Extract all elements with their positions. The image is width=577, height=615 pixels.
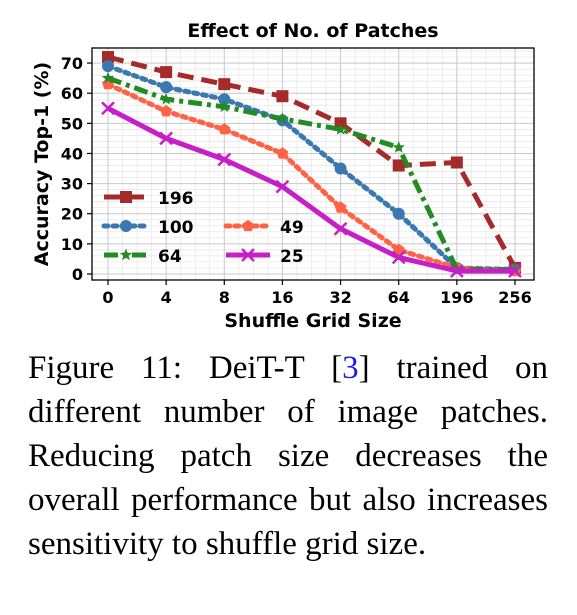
legend-marker-25-stroke <box>241 248 255 262</box>
caption-prefix: Figure 11: DeiT-T [ <box>28 350 343 386</box>
data-point-25-stroke <box>101 101 115 116</box>
y-tick-label: 20 <box>61 205 83 224</box>
x-axis: 0 4 8 16 32 64 196 256 <box>102 280 532 307</box>
x-tick-label: 256 <box>498 288 531 307</box>
data-point-196 <box>160 66 173 79</box>
data-point-25-stroke <box>333 221 348 236</box>
data-point-25-stroke <box>449 264 464 278</box>
figure-caption: Figure 11: DeiT-T [3] trained on differe… <box>28 346 548 566</box>
legend-entry-196: 196 <box>104 189 194 209</box>
x-tick-label: 0 <box>102 288 113 307</box>
x-tick-label: 16 <box>271 288 293 307</box>
line-chart: Effect of No. of Patches 010203040506070… <box>31 20 535 332</box>
x-tick-label: 4 <box>161 288 172 307</box>
y-axis: 0 10 20 30 40 50 60 70 <box>61 54 92 284</box>
series-25 <box>101 101 522 278</box>
y-tick-label: 50 <box>61 114 83 133</box>
data-point-25 <box>508 264 522 278</box>
y-tick-label: 40 <box>61 144 83 163</box>
data-point-49 <box>334 201 347 213</box>
data-point-25-stroke <box>159 131 174 146</box>
y-tick-label: 0 <box>72 265 83 284</box>
series-line-64 <box>107 75 515 272</box>
data-point-196 <box>392 159 405 172</box>
data-point-64 <box>276 112 289 125</box>
data-point-25 <box>101 101 115 116</box>
chart-title: Effect of No. of Patches <box>187 20 438 42</box>
legend-marker-64 <box>119 248 133 261</box>
data-point-25 <box>333 221 348 236</box>
y-tick-label: 10 <box>61 235 83 254</box>
legend-label-196: 196 <box>158 189 194 209</box>
data-point-25 <box>391 250 406 265</box>
data-point-100 <box>102 60 114 73</box>
x-axis-title: Shuffle Grid Size <box>224 310 401 332</box>
y-tick-label: 60 <box>61 84 83 103</box>
data-point-49 <box>392 243 405 255</box>
x-tick-label: 196 <box>440 288 473 307</box>
data-point-100 <box>334 162 347 175</box>
legend-entry-100: 100 <box>101 218 194 238</box>
legend-entry-64: 64 <box>104 247 182 267</box>
data-point-100 <box>392 207 405 220</box>
series-line-25 <box>106 106 515 274</box>
data-point-196 <box>276 90 289 103</box>
legend-marker-196 <box>120 191 132 203</box>
series-line-49 <box>105 81 518 274</box>
series-196 <box>102 51 521 274</box>
legend-label-100: 100 <box>158 218 194 238</box>
data-point-100 <box>218 93 231 106</box>
data-point-49 <box>276 147 289 159</box>
data-point-64 <box>392 140 405 153</box>
data-point-196 <box>450 156 463 169</box>
data-point-49 <box>160 105 173 117</box>
data-point-25-stroke <box>275 179 290 194</box>
series-layer <box>101 51 522 278</box>
caption-reference-link[interactable]: 3 <box>342 350 359 386</box>
data-point-25 <box>159 131 174 146</box>
data-point-49 <box>218 123 231 135</box>
legend-label-64: 64 <box>158 247 182 267</box>
data-point-25 <box>217 152 232 167</box>
caption-text: ] trained on different number of image p… <box>28 350 549 562</box>
legend-label-25: 25 <box>280 247 304 267</box>
data-point-25 <box>275 179 290 194</box>
y-tick-label: 30 <box>61 175 83 194</box>
x-tick-label: 64 <box>388 288 410 307</box>
data-point-64 <box>218 100 231 113</box>
y-tick-label: 70 <box>61 54 83 73</box>
legend-marker-25 <box>241 248 255 262</box>
data-point-25 <box>449 264 464 278</box>
legend-label-49: 49 <box>280 218 304 238</box>
x-tick-label: 32 <box>329 288 351 307</box>
legend: 196 100 49 64 25 <box>101 189 304 267</box>
data-point-196 <box>102 51 114 64</box>
y-axis-title: Accuracy Top-1 (%) <box>31 62 53 266</box>
series-line-100 <box>105 63 518 272</box>
x-tick-label: 8 <box>219 288 230 307</box>
series-line-196 <box>107 54 518 270</box>
data-point-100 <box>160 81 173 94</box>
plot-area-frame <box>91 47 535 281</box>
data-point-25-stroke <box>391 250 406 265</box>
legend-marker-49 <box>242 219 254 232</box>
grid <box>92 48 534 280</box>
data-point-64 <box>101 71 115 84</box>
data-point-196 <box>218 78 231 91</box>
data-point-64 <box>159 92 173 105</box>
legend-entry-25: 25 <box>226 247 304 267</box>
legend-marker-100 <box>120 220 132 232</box>
data-point-25-stroke <box>217 152 232 167</box>
data-point-64 <box>334 122 347 135</box>
data-point-25-stroke <box>508 264 522 278</box>
legend-entry-49: 49 <box>223 218 304 238</box>
